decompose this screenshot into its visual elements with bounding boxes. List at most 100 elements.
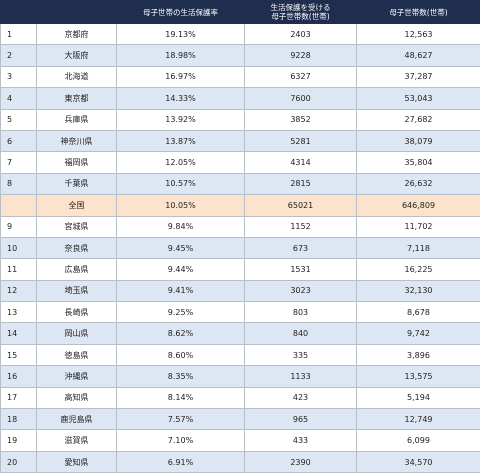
data-cell: 高知県 (37, 387, 117, 408)
data-cell: 5281 (245, 130, 357, 151)
data-cell: 埼玉県 (37, 280, 117, 301)
data-cell: 1531 (245, 259, 357, 280)
data-cell: 335 (245, 344, 357, 365)
data-cell: 840 (245, 323, 357, 344)
data-cell: 北海道 (37, 66, 117, 87)
data-cell: 1133 (245, 366, 357, 387)
rank-cell: 12 (1, 280, 37, 301)
rank-cell: 7 (1, 152, 37, 173)
data-cell: 兵庫県 (37, 109, 117, 130)
rank-cell: 9 (1, 216, 37, 237)
data-cell: 9.41% (117, 280, 245, 301)
data-cell: 9.84% (117, 216, 245, 237)
data-cell: 38,079 (357, 130, 480, 151)
data-cell: 8,678 (357, 302, 480, 323)
data-cell: 9,742 (357, 323, 480, 344)
data-cell: 滋賀県 (37, 430, 117, 451)
data-cell: 鹿児島県 (37, 409, 117, 430)
data-cell: 35,804 (357, 152, 480, 173)
rank-cell (1, 195, 37, 216)
header-cell (37, 1, 117, 24)
header-cell: 生活保護を受ける母子世帯数(世帯) (245, 1, 357, 24)
data-cell: 10.05% (117, 195, 245, 216)
header-cell (1, 1, 37, 24)
rank-cell: 15 (1, 344, 37, 365)
data-cell: 岡山県 (37, 323, 117, 344)
data-cell: 9.45% (117, 237, 245, 258)
data-cell: 32,130 (357, 280, 480, 301)
header-cell: 母子世帯数(世帯) (357, 1, 480, 24)
data-cell: 7.57% (117, 409, 245, 430)
data-cell: 65021 (245, 195, 357, 216)
data-cell: 千葉県 (37, 173, 117, 194)
data-cell: 13,575 (357, 366, 480, 387)
data-cell: 11,702 (357, 216, 480, 237)
header-row: 母子世帯の生活保護率生活保護を受ける母子世帯数(世帯)母子世帯数(世帯) (1, 1, 480, 24)
data-cell: 3023 (245, 280, 357, 301)
data-cell: 9.44% (117, 259, 245, 280)
data-cell: 8.60% (117, 344, 245, 365)
data-cell: 3,896 (357, 344, 480, 365)
data-cell: 37,287 (357, 66, 480, 87)
data-cell: 8.62% (117, 323, 245, 344)
data-cell: 34,570 (357, 451, 480, 472)
data-cell: 2815 (245, 173, 357, 194)
data-cell: 18.98% (117, 45, 245, 66)
data-cell: 7600 (245, 88, 357, 109)
header-cell: 母子世帯の生活保護率 (117, 1, 245, 24)
data-cell: 8.14% (117, 387, 245, 408)
data-cell: 13.87% (117, 130, 245, 151)
data-cell: 433 (245, 430, 357, 451)
rank-cell: 14 (1, 323, 37, 344)
data-cell: 8.35% (117, 366, 245, 387)
data-cell: 6327 (245, 66, 357, 87)
data-cell: 5,194 (357, 387, 480, 408)
rank-cell: 17 (1, 387, 37, 408)
rank-cell: 11 (1, 259, 37, 280)
data-cell: 広島県 (37, 259, 117, 280)
data-cell: 沖縄県 (37, 366, 117, 387)
data-cell: 673 (245, 237, 357, 258)
rank-cell: 16 (1, 366, 37, 387)
rank-cell: 3 (1, 66, 37, 87)
data-cell: 14.33% (117, 88, 245, 109)
rank-cell: 10 (1, 237, 37, 258)
data-cell: 1152 (245, 216, 357, 237)
data-cell: 53,043 (357, 88, 480, 109)
rank-cell: 5 (1, 109, 37, 130)
data-cell: 長崎県 (37, 302, 117, 323)
data-cell: 4314 (245, 152, 357, 173)
data-cell: 16,225 (357, 259, 480, 280)
rank-cell: 13 (1, 302, 37, 323)
data-cell: 6.91% (117, 451, 245, 472)
data-cell: 13.92% (117, 109, 245, 130)
data-cell: 48,627 (357, 45, 480, 66)
data-cell: 9.25% (117, 302, 245, 323)
data-cell: 奈良県 (37, 237, 117, 258)
data-cell: 大阪府 (37, 45, 117, 66)
data-cell: 福岡県 (37, 152, 117, 173)
data-cell: 2403 (245, 24, 357, 45)
data-cell: 6,099 (357, 430, 480, 451)
data-cell: 965 (245, 409, 357, 430)
rank-cell: 4 (1, 88, 37, 109)
rank-cell: 8 (1, 173, 37, 194)
rank-cell: 19 (1, 430, 37, 451)
header-text: 母子世帯数(世帯) (245, 12, 356, 21)
